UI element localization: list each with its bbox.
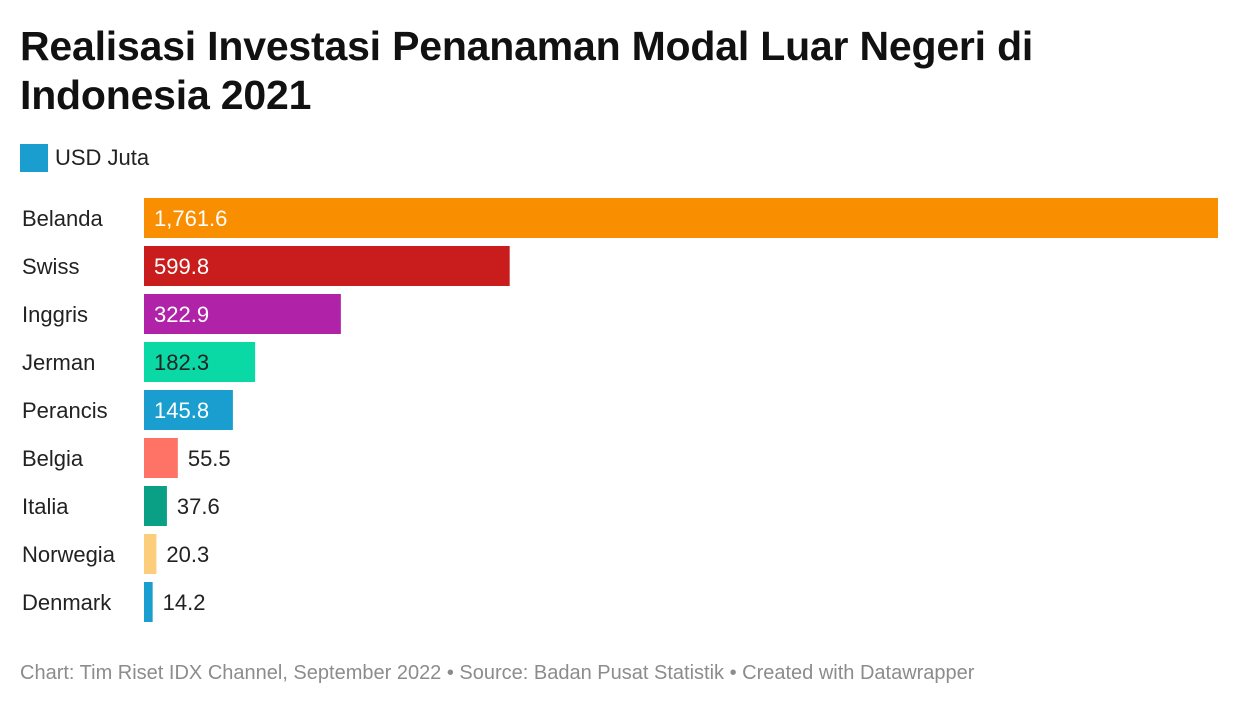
- category-label-denmark: Denmark: [22, 590, 112, 615]
- value-label-inggris: 322.9: [154, 302, 209, 327]
- bar-row-belgia: Belgia 55.5: [22, 438, 231, 478]
- category-label-perancis: Perancis: [22, 398, 108, 423]
- value-label-belanda: 1,761.6: [154, 206, 227, 231]
- bar-chart: Belanda 1,761.6 Swiss 599.8 Inggris 322.9 Jerm…: [22, 198, 1218, 622]
- value-label-belgia: 55.5: [188, 446, 231, 471]
- bar-perancis: [144, 390, 233, 430]
- value-label-italia: 37.6: [177, 494, 220, 519]
- bar-belgia: [144, 438, 178, 478]
- category-label-belgia: Belgia: [22, 446, 84, 471]
- legend-swatch: [20, 144, 48, 172]
- category-label-inggris: Inggris: [22, 302, 88, 327]
- category-label-belanda: Belanda: [22, 206, 104, 231]
- legend-label: USD Juta: [55, 145, 150, 170]
- value-label-denmark: 14.2: [163, 590, 206, 615]
- bar-row-italia: Italia 37.6: [22, 486, 220, 526]
- value-label-norwegia: 20.3: [166, 542, 209, 567]
- value-label-perancis: 145.8: [154, 398, 209, 423]
- bar-swiss: [144, 246, 510, 286]
- bar-belanda: [144, 198, 1218, 238]
- bar-denmark: [144, 582, 153, 622]
- bar-jerman: [144, 342, 256, 382]
- legend: USD Juta: [20, 144, 149, 172]
- value-label-swiss: 599.8: [154, 254, 209, 279]
- bar-row-denmark: Denmark 14.2: [22, 582, 205, 622]
- bar-row-perancis: Perancis 145.8: [22, 390, 233, 430]
- category-label-norwegia: Norwegia: [22, 542, 116, 567]
- bar-row-belanda: Belanda 1,761.6: [22, 198, 1218, 238]
- category-label-jerman: Jerman: [22, 350, 95, 375]
- category-label-italia: Italia: [22, 494, 69, 519]
- bar-row-swiss: Swiss 599.8: [22, 246, 510, 286]
- value-label-jerman: 182.3: [154, 350, 209, 375]
- bar-inggris: [144, 294, 341, 334]
- bar-row-jerman: Jerman 182.3: [22, 342, 256, 382]
- bar-norwegia: [144, 534, 157, 574]
- category-label-swiss: Swiss: [22, 254, 79, 279]
- bar-italia: [144, 486, 167, 526]
- chart-title: Realisasi Investasi Penanaman Modal Luar…: [20, 23, 1034, 118]
- chart-footer: Chart: Tim Riset IDX Channel, September …: [20, 662, 975, 684]
- bar-row-norwegia: Norwegia 20.3: [22, 534, 209, 574]
- bar-row-inggris: Inggris 322.9: [22, 294, 341, 334]
